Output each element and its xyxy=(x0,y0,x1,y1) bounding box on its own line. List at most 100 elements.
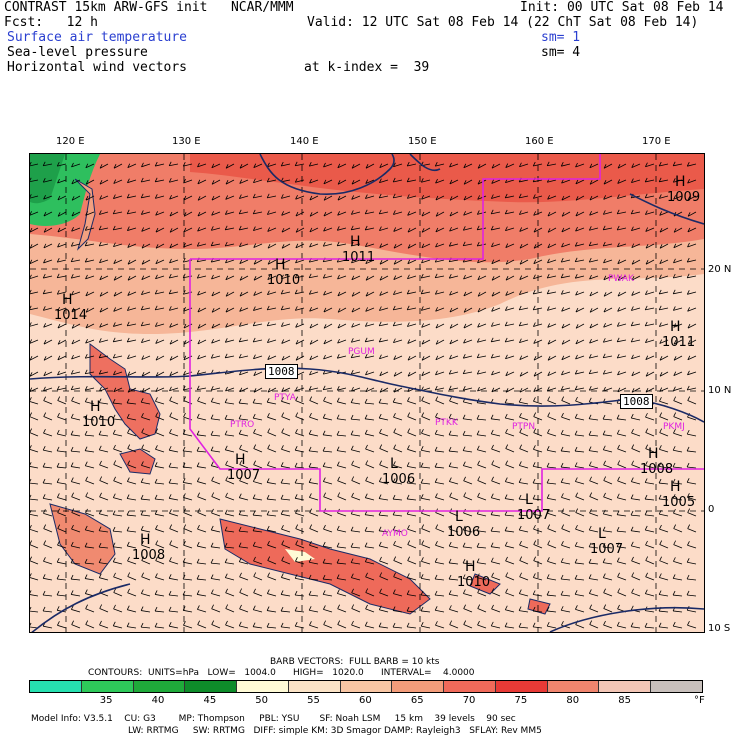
wind-barb-flag xyxy=(197,307,201,313)
wind-barb xyxy=(421,466,431,469)
wind-barb xyxy=(589,227,599,231)
wind-barb xyxy=(239,576,249,581)
wind-barb xyxy=(30,513,39,517)
wind-barb-flag xyxy=(211,508,214,514)
wind-barb-flag xyxy=(253,260,257,265)
wind-barb-flag xyxy=(504,605,508,610)
wind-barb-flag xyxy=(518,321,522,327)
wind-barb xyxy=(85,512,95,517)
wind-barb xyxy=(533,594,543,597)
wind-barb-flag xyxy=(490,526,494,532)
wind-barb-flag xyxy=(238,414,242,420)
wind-barb-flag xyxy=(294,161,298,166)
wind-barb xyxy=(43,560,53,565)
wind-barb xyxy=(43,339,53,345)
wind-barb xyxy=(43,307,53,311)
wind-barb-flag xyxy=(420,621,424,627)
wind-barb xyxy=(421,497,431,501)
wind-barb xyxy=(379,626,389,629)
wind-barb-flag xyxy=(336,226,340,231)
wind-barb-flag xyxy=(421,211,425,217)
wind-barb-flag xyxy=(84,385,88,391)
wind-barb-flag xyxy=(407,445,410,450)
wind-barb-flag xyxy=(365,164,369,169)
wind-barb xyxy=(533,371,543,377)
wind-barb xyxy=(211,355,221,359)
wind-barb-flag xyxy=(561,212,565,217)
wind-barb-flag xyxy=(169,243,173,249)
wind-barb xyxy=(365,291,375,297)
wind-barb xyxy=(687,371,697,376)
wind-barb-flag xyxy=(252,337,256,343)
wind-barb xyxy=(477,464,487,469)
wind-barb xyxy=(351,163,361,169)
wind-barb-flag xyxy=(407,540,411,545)
wind-barb-flag xyxy=(294,178,298,183)
wind-barb-flag xyxy=(504,306,508,311)
wind-barb xyxy=(631,371,641,377)
wind-barb xyxy=(365,448,375,453)
wind-barb xyxy=(197,387,207,391)
wind-barb-flag xyxy=(617,387,621,393)
wind-barb xyxy=(211,608,221,613)
wind-barb xyxy=(295,243,305,249)
wind-barb xyxy=(155,465,165,469)
wind-barb-flag xyxy=(658,305,662,311)
wind-barb xyxy=(169,512,179,517)
wind-barb xyxy=(30,401,39,405)
wind-barb-flag xyxy=(574,477,578,482)
wind-barb-flag xyxy=(113,194,116,199)
wind-barb-flag xyxy=(449,196,453,201)
wind-barb-flag xyxy=(70,477,74,482)
wind-barb xyxy=(113,307,123,312)
wind-barb xyxy=(505,609,515,613)
wind-barb xyxy=(393,465,403,469)
legend-value: 55 xyxy=(307,695,320,706)
wind-barb xyxy=(113,608,123,613)
wind-barb-flag xyxy=(589,211,592,216)
wind-barb-flag xyxy=(574,241,578,247)
wind-barb xyxy=(57,307,67,312)
wind-barb xyxy=(71,496,81,501)
wind-barb xyxy=(407,179,417,183)
wind-barb xyxy=(505,448,515,453)
wind-barb xyxy=(449,496,459,501)
wind-barb-flag xyxy=(183,355,187,361)
wind-barb xyxy=(561,371,571,376)
wind-barb-flag xyxy=(589,620,593,625)
wind-barb-flag xyxy=(169,371,173,376)
wind-barb-flag xyxy=(659,211,663,216)
wind-barb xyxy=(169,371,179,377)
wind-barb xyxy=(99,275,109,281)
wind-barb-flag xyxy=(672,178,676,183)
wind-barb xyxy=(281,259,291,265)
wind-barb xyxy=(183,594,193,597)
wind-barb xyxy=(463,401,473,405)
wind-barb-flag xyxy=(239,588,243,593)
pressure-center-letter: L xyxy=(525,492,533,508)
wind-barb xyxy=(603,480,613,485)
wind-barb-flag xyxy=(253,444,257,449)
wind-barb xyxy=(169,528,179,533)
wind-barb-flag xyxy=(112,209,116,215)
wind-barb-flag xyxy=(519,388,523,393)
wind-barb-flag xyxy=(196,273,200,279)
wind-barb-flag xyxy=(225,492,228,498)
wind-barb xyxy=(421,594,431,597)
wind-barb-flag xyxy=(309,396,313,401)
wind-barb-flag xyxy=(224,558,228,563)
wind-barb xyxy=(295,259,305,264)
wind-barb-flag xyxy=(575,605,578,610)
wind-barb-flag xyxy=(687,524,691,529)
wind-barb xyxy=(127,179,137,184)
wind-barb xyxy=(589,496,599,501)
wind-barb-flag xyxy=(448,242,452,247)
wind-barb-flag xyxy=(210,241,214,246)
wind-barb-flag xyxy=(365,588,369,593)
legend-value: 85 xyxy=(618,695,631,706)
wind-barb xyxy=(309,387,319,391)
wind-barb xyxy=(197,481,207,485)
wind-barb xyxy=(155,560,165,565)
wind-barb-flag xyxy=(253,460,256,465)
wind-barb-flag xyxy=(126,321,130,327)
